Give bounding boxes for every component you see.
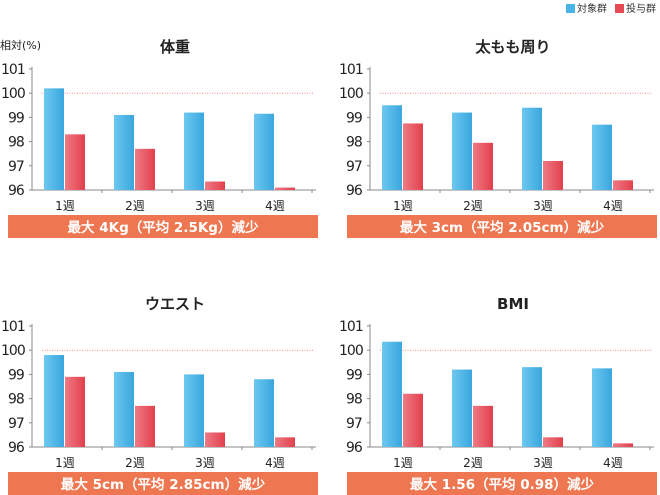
bar-control [592, 124, 612, 190]
bar-control [44, 88, 64, 190]
y-tick-label: 101 [339, 319, 363, 335]
y-unit-label: 相対(%) [0, 39, 42, 52]
bar-treatment [403, 393, 423, 447]
bar-control [114, 114, 134, 190]
x-tick-label: 2週 [125, 456, 145, 470]
y-tick-label: 101 [339, 62, 363, 78]
y-tick-label: 101 [1, 319, 25, 335]
y-tick-label: 100 [1, 86, 25, 102]
chart-title: 太もも周り [475, 38, 550, 56]
chart-title: BMI [497, 295, 529, 313]
annotation-text: 最大 5cm（平均 2.85cm）減少 [61, 476, 266, 493]
bar-treatment [65, 376, 85, 447]
annotation-banner [8, 472, 318, 495]
bar-treatment [543, 437, 563, 447]
y-tick-label: 97 [346, 416, 362, 432]
y-tick-label: 96 [8, 183, 25, 199]
bar-control [114, 371, 134, 447]
y-tick-label: 96 [8, 440, 25, 456]
y-tick-label: 98 [8, 135, 24, 151]
x-tick-label: 2週 [125, 199, 145, 213]
annotation-text: 最大 4Kg（平均 2.5Kg）減少 [68, 219, 259, 236]
bar-control [184, 374, 204, 447]
bar-control [452, 112, 472, 190]
bar-control [522, 107, 542, 190]
x-tick-label: 4週 [603, 199, 623, 213]
annotation-text: 最大 3cm（平均 2.05cm）減少 [400, 219, 605, 236]
bar-treatment [543, 160, 563, 190]
bar-control [592, 368, 612, 447]
annotation-banner [347, 215, 657, 238]
bar-treatment [205, 181, 225, 190]
y-tick-label: 99 [346, 367, 362, 383]
x-tick-label: 2週 [463, 199, 483, 213]
annotation-banner [8, 215, 318, 238]
y-tick-label: 100 [339, 343, 363, 359]
bar-treatment [613, 443, 633, 447]
y-tick-label: 96 [346, 183, 363, 199]
bar-treatment [275, 187, 295, 190]
x-tick-label: 1週 [55, 456, 75, 470]
y-tick-label: 99 [8, 367, 24, 383]
y-tick-label: 97 [346, 159, 362, 175]
x-tick-label: 4週 [265, 456, 285, 470]
legend-item-control: 対象群 [566, 0, 607, 15]
y-tick-label: 98 [346, 135, 362, 151]
y-tick-label: 101 [1, 62, 25, 78]
bar-control [382, 341, 402, 447]
bar-control [452, 369, 472, 447]
legend-label: 対象群 [577, 4, 607, 15]
x-tick-label: 3週 [533, 456, 553, 470]
y-tick-label: 99 [8, 110, 24, 126]
bar-control [254, 379, 274, 447]
chart-title: 体重 [160, 38, 190, 56]
bar-treatment [205, 432, 225, 447]
bar-control [254, 113, 274, 190]
x-tick-label: 1週 [55, 199, 75, 213]
bar-treatment [135, 405, 155, 447]
y-tick-label: 100 [1, 343, 25, 359]
y-tick-label: 97 [8, 159, 24, 175]
bar-control [382, 105, 402, 190]
legend-swatch-red [615, 4, 624, 13]
y-tick-label: 99 [346, 110, 362, 126]
bar-treatment [613, 180, 633, 190]
x-tick-label: 4週 [603, 456, 623, 470]
x-tick-label: 3週 [533, 199, 553, 213]
y-tick-label: 96 [346, 440, 363, 456]
x-tick-label: 4週 [265, 199, 285, 213]
bar-treatment [473, 405, 493, 447]
y-tick-label: 97 [8, 416, 24, 432]
bar-control [522, 367, 542, 447]
x-tick-label: 1週 [393, 199, 413, 213]
y-tick-label: 100 [339, 86, 363, 102]
x-tick-label: 3週 [195, 199, 215, 213]
y-tick-label: 98 [8, 392, 24, 408]
legend-item-treatment: 投与群 [615, 0, 656, 15]
bar-treatment [403, 123, 423, 190]
annotation-banner [347, 472, 657, 495]
legend: 対象群 投与群 [566, 0, 656, 15]
bar-treatment [275, 437, 295, 447]
x-tick-label: 2週 [463, 456, 483, 470]
bar-control [184, 112, 204, 190]
bar-treatment [135, 148, 155, 190]
bar-control [44, 355, 64, 447]
annotation-text: 最大 1.56（平均 0.98）減少 [410, 476, 595, 493]
chart-title: ウエスト [145, 295, 205, 313]
bar-treatment [473, 142, 493, 190]
x-tick-label: 1週 [393, 456, 413, 470]
bar-treatment [65, 134, 85, 190]
legend-label: 投与群 [626, 4, 656, 15]
y-tick-label: 98 [346, 392, 362, 408]
x-tick-label: 3週 [195, 456, 215, 470]
legend-swatch-blue [566, 4, 575, 13]
